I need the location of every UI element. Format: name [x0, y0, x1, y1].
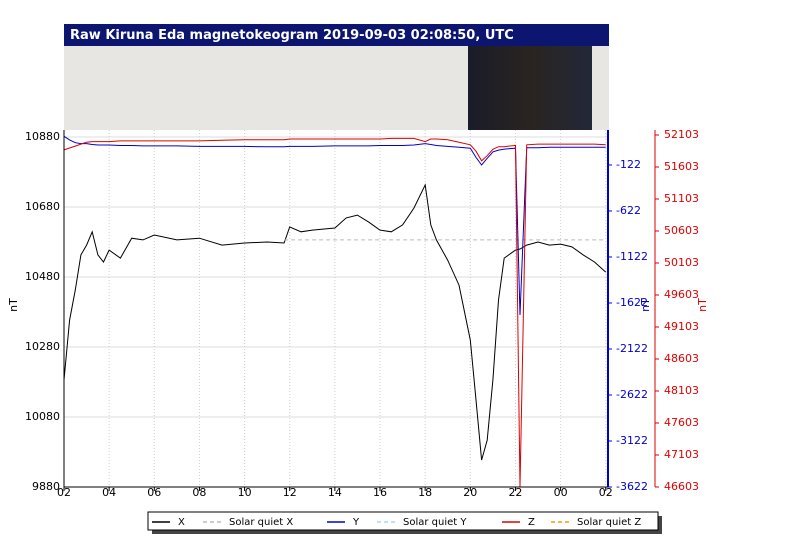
y3-tick-label: 49103 — [664, 320, 699, 333]
y-tick-label: 10680 — [25, 200, 60, 213]
y2-tick-label: -2622 — [616, 388, 648, 401]
x-tick-label: 02 — [599, 486, 613, 499]
y-axis-label: nT — [7, 298, 20, 312]
y2-tick-label: -1622 — [616, 296, 648, 309]
y3-tick-label: 49603 — [664, 288, 699, 301]
chart-title: Raw Kiruna Eda magnetokeogram 2019-09-03… — [70, 28, 514, 43]
y-tick-label: 10080 — [25, 410, 60, 423]
y-tick-label: 10280 — [25, 340, 60, 353]
y3-tick-label: 50603 — [664, 224, 699, 237]
title-bar — [64, 24, 609, 46]
x-tick-label: 08 — [192, 486, 206, 499]
x-tick-label: 06 — [147, 486, 161, 499]
series-line — [63, 135, 606, 316]
legend-label: Z — [528, 517, 535, 528]
x-tick-label: 12 — [283, 486, 297, 499]
y2-tick-label: -622 — [616, 204, 641, 217]
x-tick-label: 16 — [373, 486, 387, 499]
x-tick-label: 04 — [102, 486, 116, 499]
x-tick-label: 00 — [554, 486, 568, 499]
legend-label: X — [178, 517, 185, 528]
y3-axis-label: nT — [696, 298, 709, 312]
y2-tick-label: -122 — [616, 158, 641, 171]
y-tick-label: 10880 — [25, 130, 60, 143]
y3-tick-label: 51603 — [664, 160, 699, 173]
y-tick-label: 9880 — [32, 480, 60, 493]
y3-tick-label: 47603 — [664, 416, 699, 429]
y3-tick-label: 48603 — [664, 352, 699, 365]
y2-tick-label: -1122 — [616, 250, 648, 263]
y2-tick-label: -2122 — [616, 342, 648, 355]
y3-tick-label: 47103 — [664, 448, 699, 461]
legend-label: Solar quiet Z — [577, 517, 641, 528]
y2-tick-label: -3622 — [616, 480, 648, 493]
x-tick-label: 18 — [418, 486, 432, 499]
x-tick-label: 22 — [508, 486, 522, 499]
y3-tick-label: 51103 — [664, 192, 699, 205]
y3-tick-label: 46603 — [664, 480, 699, 493]
y3-tick-label: 52103 — [664, 128, 699, 141]
y-tick-label: 10480 — [25, 270, 60, 283]
camera-image — [468, 46, 592, 130]
series-line — [63, 137, 606, 488]
y3-tick-label: 48103 — [664, 384, 699, 397]
x-tick-label: 20 — [463, 486, 477, 499]
legend-label: Solar quiet Y — [403, 517, 467, 528]
x-tick-label: 10 — [238, 486, 252, 499]
legend — [147, 511, 659, 531]
y3-tick-label: 50103 — [664, 256, 699, 269]
x-tick-label: 02 — [57, 486, 71, 499]
legend-label: Y — [352, 517, 360, 528]
x-tick-label: 14 — [328, 486, 342, 499]
legend-label: Solar quiet X — [229, 517, 293, 528]
y2-axis-label: nT — [639, 298, 652, 312]
y2-tick-label: -3122 — [616, 434, 648, 447]
